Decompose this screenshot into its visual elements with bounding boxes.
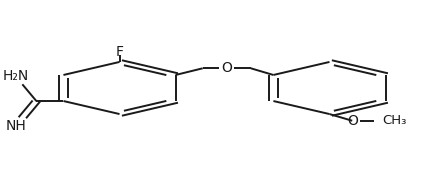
Text: CH₃: CH₃: [382, 114, 406, 127]
Text: NH: NH: [5, 119, 26, 133]
Text: H₂N: H₂N: [3, 69, 29, 83]
Text: O: O: [221, 61, 232, 75]
Text: F: F: [116, 45, 123, 59]
Text: O: O: [347, 114, 358, 128]
